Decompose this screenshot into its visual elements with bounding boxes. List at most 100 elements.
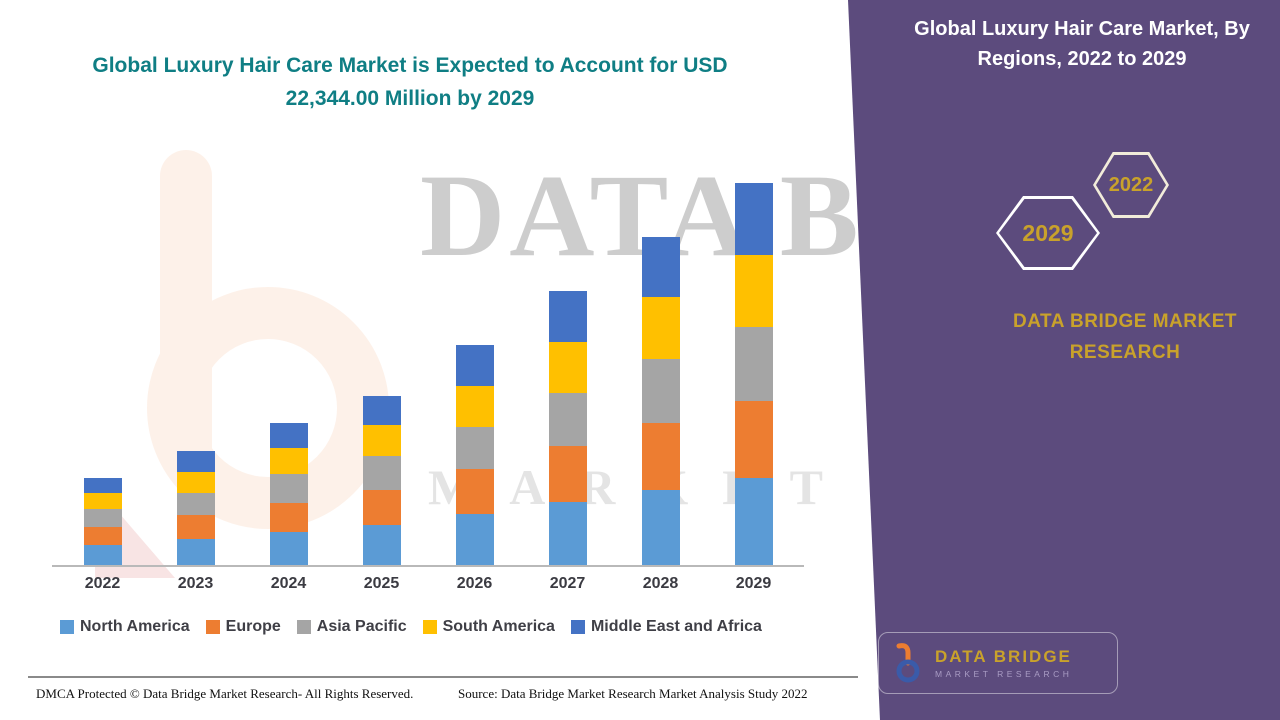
- segment-europe-2029: [734, 400, 773, 478]
- segment-north-america-2022: [83, 544, 122, 565]
- legend-item-south-america: South America: [422, 618, 555, 636]
- bar-column-2028: [614, 183, 707, 565]
- x-axis-label-2025: 2025: [363, 575, 400, 592]
- hexagon-2029-label: 2029: [999, 199, 1097, 267]
- segment-europe-2026: [455, 469, 494, 514]
- stacked-bar-2028: [641, 236, 680, 565]
- dmca-notice: DMCA Protected © Data Bridge Market Rese…: [36, 686, 414, 701]
- segment-south-america-2024: [269, 447, 308, 475]
- databridge-logo-icon: [896, 643, 920, 683]
- segment-north-america-2027: [548, 501, 587, 565]
- x-axis-label-2022: 2022: [84, 575, 121, 592]
- bar-column-2027: [521, 183, 614, 565]
- bar-column-2024: [242, 183, 335, 565]
- segment-middle-east-and-africa-2024: [269, 422, 308, 448]
- segment-north-america-2026: [455, 513, 494, 565]
- segment-europe-2022: [83, 526, 122, 545]
- bar-column-2029: [707, 183, 800, 565]
- segment-middle-east-and-africa-2022: [83, 478, 122, 494]
- legend-label-asia-pacific: Asia Pacific: [316, 618, 407, 635]
- hexagon-badge-2022: 2022: [1093, 152, 1169, 218]
- segment-asia-pacific-2023: [176, 493, 215, 516]
- source-note: Source: Data Bridge Market Research Mark…: [458, 686, 808, 701]
- panel-title: Global Luxury Hair Care Market, By Regio…: [914, 18, 1250, 70]
- chart-main-title: Global Luxury Hair Care Market is Expect…: [60, 50, 760, 115]
- bar-column-2025: [335, 183, 428, 565]
- segment-europe-2028: [641, 423, 680, 490]
- bar-chart-plot-area: [56, 183, 800, 565]
- hexagon-2022-label: 2022: [1096, 155, 1166, 215]
- x-axis-label-2028: 2028: [642, 575, 679, 592]
- legend-label-middle-east-africa: Middle East and Africa: [590, 618, 762, 635]
- x-axis-label-2026: 2026: [456, 575, 493, 592]
- x-axis-label-2027: 2027: [549, 575, 586, 592]
- segment-south-america-2029: [734, 254, 773, 327]
- segment-middle-east-and-africa-2028: [641, 236, 680, 298]
- segment-north-america-2025: [362, 524, 401, 565]
- side-panel: Global Luxury Hair Care Market, By Regio…: [848, 0, 1280, 720]
- title-line-2: 22,344.00 Million by 2029: [285, 86, 535, 110]
- x-axis-label-2029: 2029: [735, 575, 772, 592]
- bar-column-2026: [428, 183, 521, 565]
- x-axis-label-2024: 2024: [270, 575, 307, 592]
- legend-swatch-north-america: [60, 620, 74, 634]
- footer-logo-box: DATA BRIDGE MARKET RESEARCH: [878, 632, 1118, 694]
- legend-item-north-america: North America: [60, 618, 190, 636]
- segment-middle-east-and-africa-2027: [548, 290, 587, 342]
- segment-asia-pacific-2024: [269, 474, 308, 503]
- stacked-bar-2029: [734, 183, 773, 565]
- legend-item-middle-east-africa: Middle East and Africa: [570, 618, 762, 636]
- stacked-bar-2024: [269, 422, 308, 565]
- segment-south-america-2027: [548, 341, 587, 394]
- footer-divider-line: [28, 676, 858, 678]
- stacked-bar-2022: [83, 478, 122, 565]
- legend-item-europe: Europe: [205, 618, 281, 636]
- segment-north-america-2024: [269, 531, 308, 565]
- segment-europe-2023: [176, 515, 215, 539]
- hexagon-badge-2029: 2029: [996, 196, 1100, 270]
- legend-swatch-south-america: [422, 620, 437, 634]
- bar-column-2022: [56, 183, 149, 565]
- segment-north-america-2023: [176, 538, 215, 565]
- logo-name: DATA BRIDGE: [935, 647, 1072, 666]
- legend-swatch-middle-east-africa: [570, 620, 585, 634]
- segment-europe-2027: [548, 446, 587, 502]
- segment-north-america-2028: [641, 489, 680, 565]
- segment-south-america-2026: [455, 385, 494, 427]
- segment-south-america-2025: [362, 424, 401, 457]
- legend-item-asia-pacific: Asia Pacific: [296, 618, 407, 636]
- brand-line-1: DATA BRIDGE MARKET: [1013, 311, 1237, 332]
- segment-middle-east-and-africa-2025: [362, 395, 401, 425]
- bar-column-2023: [149, 183, 242, 565]
- logo-text-block: DATA BRIDGE MARKET RESEARCH: [935, 647, 1072, 679]
- legend-label-south-america: South America: [442, 618, 555, 635]
- segment-europe-2024: [269, 502, 308, 532]
- segment-middle-east-and-africa-2029: [734, 183, 773, 255]
- segment-asia-pacific-2027: [548, 393, 587, 447]
- segment-middle-east-and-africa-2023: [176, 451, 215, 472]
- x-axis-labels: 2022 2023 2024 2025 2026 2027 2028 2029: [56, 575, 800, 593]
- brand-line-2: RESEARCH: [1069, 342, 1181, 364]
- segment-middle-east-and-africa-2026: [455, 345, 494, 386]
- stacked-bar-2026: [455, 345, 494, 565]
- segment-north-america-2029: [734, 477, 773, 565]
- stacked-bar-2025: [362, 395, 401, 565]
- segment-south-america-2028: [641, 297, 680, 359]
- segment-asia-pacific-2029: [734, 326, 773, 401]
- chart-legend: North America Europe Asia Pacific South …: [60, 618, 762, 636]
- legend-label-europe: Europe: [225, 618, 281, 635]
- segment-asia-pacific-2028: [641, 359, 680, 424]
- legend-label-north-america: North America: [80, 618, 190, 635]
- logo-subtitle: MARKET RESEARCH: [935, 669, 1073, 679]
- segment-asia-pacific-2026: [455, 426, 494, 470]
- title-line-1: Global Luxury Hair Care Market is Expect…: [92, 54, 728, 77]
- stacked-bar-2027: [548, 290, 587, 565]
- segment-south-america-2023: [176, 471, 215, 494]
- segment-asia-pacific-2025: [362, 456, 401, 490]
- segment-europe-2025: [362, 489, 401, 525]
- stacked-bar-2023: [176, 451, 215, 565]
- brand-wordmark: DATA BRIDGE MARKET RESEARCH: [958, 306, 1280, 369]
- x-axis-label-2023: 2023: [177, 575, 214, 592]
- x-axis-baseline: [52, 565, 804, 567]
